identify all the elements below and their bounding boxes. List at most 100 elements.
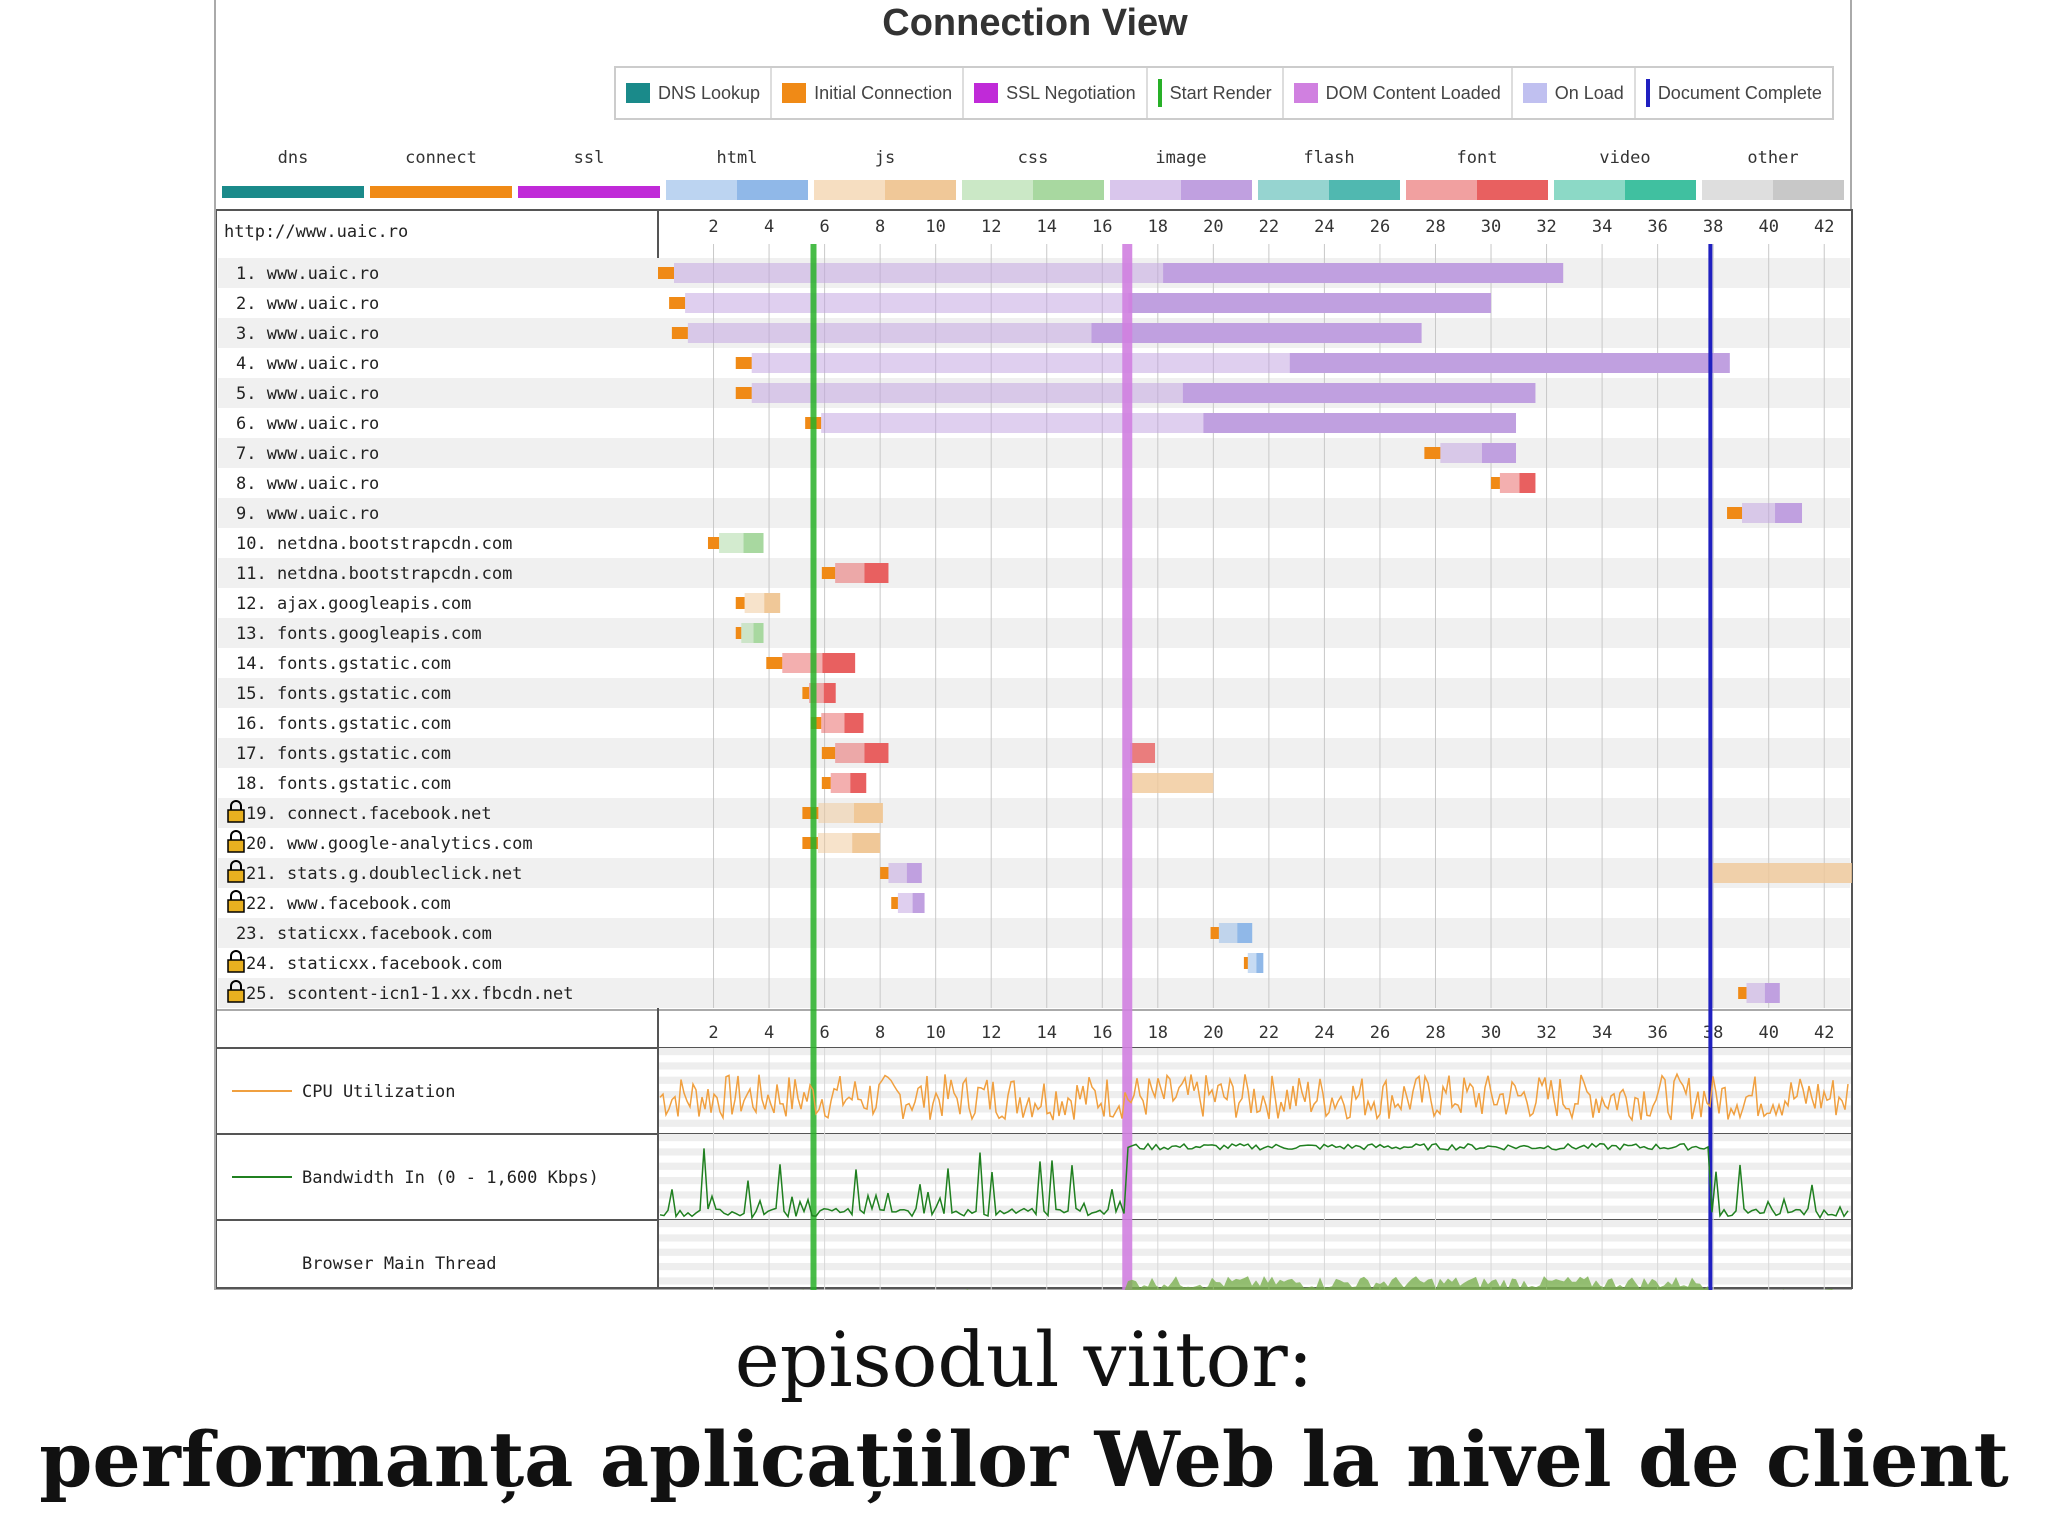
tick-label-bottom: 16 — [1092, 1023, 1112, 1043]
type-ssl: ssl — [518, 148, 660, 204]
connect-segment — [1424, 447, 1441, 459]
page-url: http://www.uaic.ro — [224, 222, 408, 242]
connect-segment — [707, 537, 720, 549]
request-segment — [1742, 503, 1776, 523]
tick-label-top: 42 — [1814, 217, 1834, 237]
tick-label-bottom: 18 — [1148, 1023, 1168, 1043]
graph-label: Bandwidth In (0 - 1,600 Kbps) — [302, 1168, 599, 1188]
type-js: js — [814, 148, 956, 204]
row-label: 6. www.uaic.ro — [236, 414, 379, 434]
type-label: dns — [277, 148, 309, 168]
lock-icon — [227, 800, 245, 823]
request-segment — [1218, 923, 1238, 943]
connect-segment — [821, 567, 836, 579]
connect-segment — [735, 627, 742, 639]
graph-stripe — [659, 1048, 1851, 1056]
document-complete-line — [1708, 244, 1713, 1290]
download-segment — [1128, 293, 1492, 313]
start-render-line — [810, 244, 817, 1290]
request-segment — [674, 263, 1164, 283]
connect-segment — [891, 897, 898, 909]
type-swatch — [962, 180, 1104, 200]
type-swatch — [518, 186, 660, 198]
type-image: image — [1110, 148, 1252, 204]
tick-label-bottom: 26 — [1370, 1023, 1390, 1043]
type-label: ssl — [573, 148, 605, 168]
download-segment — [906, 863, 922, 883]
request-segment — [751, 383, 1183, 403]
connect-segment — [671, 327, 688, 339]
type-label: flash — [1303, 148, 1355, 168]
type-swatch — [370, 186, 512, 198]
request-segment — [835, 563, 865, 583]
row-label: 20. www.google-analytics.com — [246, 834, 533, 854]
legend-swatch — [1522, 83, 1547, 103]
row-stripe — [218, 738, 1850, 768]
type-connect: connect — [370, 148, 512, 204]
request-segment — [817, 833, 853, 853]
tick-label-bottom: 22 — [1259, 1023, 1279, 1043]
row-label: 3. www.uaic.ro — [236, 324, 379, 344]
tick-label-bottom: 42 — [1814, 1023, 1834, 1043]
request-segment — [821, 413, 1204, 433]
request-segment — [1440, 443, 1482, 463]
extra-request-bar — [1130, 773, 1214, 793]
legend-swatch — [974, 83, 999, 103]
row-stripe — [218, 768, 1850, 798]
graph-stripe — [659, 1148, 1851, 1156]
row-stripe — [218, 618, 1850, 648]
download-segment — [753, 623, 764, 643]
connect-segment — [735, 387, 752, 399]
download-segment — [844, 713, 864, 733]
connect-segment — [1491, 477, 1500, 489]
row-label: 23. staticxx.facebook.com — [236, 924, 492, 944]
download-segment — [1237, 923, 1253, 943]
graph-stripe — [659, 1134, 1851, 1142]
type-html: html — [666, 148, 808, 204]
tick-label-top: 12 — [981, 217, 1001, 237]
type-swatch — [1702, 180, 1844, 200]
download-segment — [743, 533, 764, 553]
connect-segment — [735, 597, 745, 609]
download-segment — [1091, 323, 1422, 343]
type-swatch — [1110, 180, 1252, 200]
download-segment — [1256, 953, 1264, 973]
tick-label-top: 16 — [1092, 217, 1112, 237]
legend-label: Start Render — [1169, 82, 1272, 103]
resource-type-legend: dns connect ssl html js css image flash font vide… — [216, 148, 1854, 204]
tick-label-bottom: 14 — [1037, 1023, 1057, 1043]
connect-segment — [1727, 507, 1743, 519]
row-stripe — [218, 498, 1850, 528]
tick-label-bottom: 10 — [925, 1023, 945, 1043]
row-stripe — [218, 888, 1850, 918]
graph-label: CPU Utilization — [302, 1082, 456, 1102]
legend-swatch — [1293, 83, 1318, 103]
type-label: other — [1747, 148, 1799, 168]
tick-label-top: 32 — [1536, 217, 1556, 237]
tick-label-top: 6 — [819, 217, 829, 237]
lock-icon — [227, 860, 245, 883]
download-segment — [764, 593, 781, 613]
connect-segment — [735, 357, 752, 369]
legend-item-ssl-negotiation: SSL Negotiation — [964, 68, 1148, 118]
tick-label-bottom: 28 — [1425, 1023, 1445, 1043]
row-stripe — [218, 438, 1850, 468]
type-other: other — [1702, 148, 1844, 204]
download-segment — [852, 833, 881, 853]
tick-label-bottom: 34 — [1592, 1023, 1612, 1043]
row-label: 1. www.uaic.ro — [236, 264, 379, 284]
download-segment — [864, 563, 889, 583]
row-stripe — [218, 948, 1850, 978]
extra-request-bar — [1713, 863, 1852, 883]
request-segment — [821, 713, 845, 733]
tick-label-bottom: 40 — [1758, 1023, 1778, 1043]
tick-label-top: 20 — [1203, 217, 1223, 237]
graph-stripe — [659, 1263, 1851, 1271]
connect-segment — [1738, 987, 1747, 999]
connect-segment — [669, 297, 686, 309]
legend-label: DNS Lookup — [658, 82, 761, 103]
bandwidth-trace — [659, 1142, 1849, 1220]
row-label: 12. ajax.googleapis.com — [236, 594, 471, 614]
row-stripe — [218, 558, 1850, 588]
legend-item-initial-connection: Initial Connection — [772, 68, 965, 118]
